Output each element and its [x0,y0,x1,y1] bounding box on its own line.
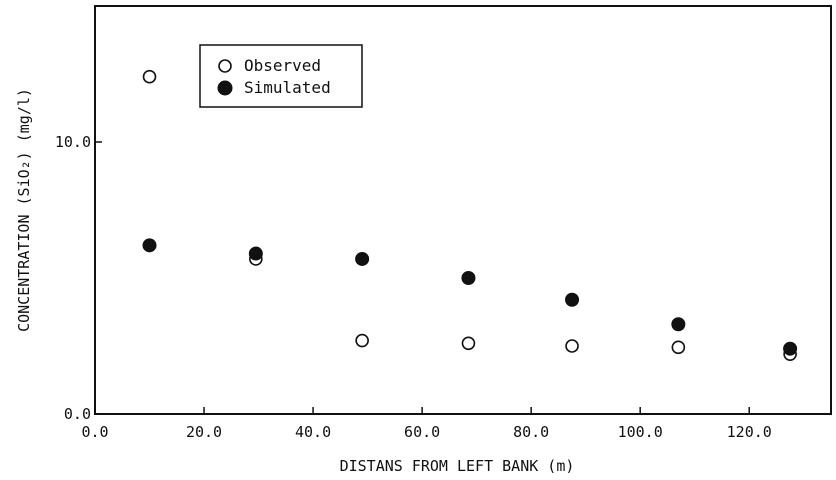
x-tick-label: 100.0 [618,423,663,441]
legend-label-observed: Observed [244,56,321,75]
legend-marker-observed [218,59,232,73]
simulated-point [142,238,157,253]
simulated-point [248,246,263,261]
x-tick-label: 80.0 [513,423,549,441]
x-tick-label: 120.0 [727,423,772,441]
legend-box [199,44,363,108]
x-axis-label: DISTANS FROM LEFT BANK (m) [340,457,575,475]
legend-marker-simulated [217,80,233,96]
legend-label-simulated: Simulated [244,78,331,97]
y-axis: 0.0 10.0 [55,133,102,423]
legend: Observed Simulated [199,44,363,108]
x-tick-label: 20.0 [186,423,222,441]
simulated-point [565,292,580,307]
x-axis: 0.0 20.0 40.0 60.0 80.0 100.0 120.0 [81,407,772,441]
data-points [142,69,798,361]
y-tick-label: 0.0 [64,405,91,423]
simulated-point [671,317,686,332]
y-tick-label: 10.0 [55,133,91,151]
x-tick-label: 40.0 [295,423,331,441]
simulated-point [461,271,476,285]
observed-point [671,340,686,355]
x-tick-label: 60.0 [404,423,440,441]
x-tick-label: 0.0 [81,423,108,441]
observed-point [142,69,157,84]
observed-point [355,333,369,348]
simulated-point [355,251,370,266]
observed-point [565,339,579,353]
y-axis-label: CONCENTRATION (SiO₂) (mg/l) [15,88,33,332]
observed-point [461,336,476,351]
plot-frame [94,5,832,415]
simulated-point [783,341,798,356]
